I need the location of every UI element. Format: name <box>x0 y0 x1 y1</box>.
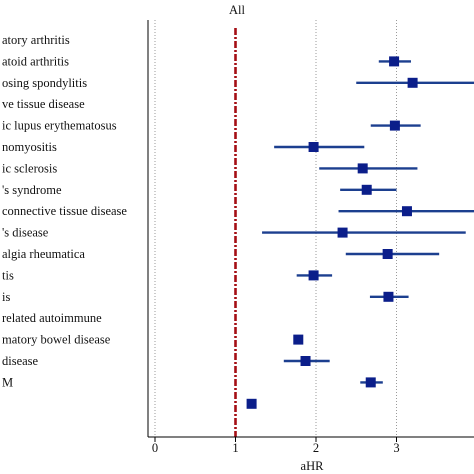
row-label-0: atory arthritis <box>2 33 70 47</box>
point-estimate-7 <box>361 184 372 195</box>
point-estimate-10 <box>382 249 393 259</box>
point-estimate-14 <box>293 334 304 345</box>
chart-title: All <box>229 3 246 17</box>
point-estimate-15 <box>300 356 311 366</box>
row-label-13: related autoimmune <box>2 311 102 325</box>
point-estimate-11 <box>308 270 319 281</box>
row-label-8: connective tissue disease <box>2 204 127 218</box>
row-label-5: nomyositis <box>2 140 57 154</box>
x-tick-label-2: 2 <box>313 441 319 455</box>
point-estimate-17 <box>246 398 257 409</box>
point-estimate-8 <box>401 206 412 217</box>
x-tick-label-0: 0 <box>152 441 158 455</box>
point-estimate-6 <box>357 163 368 174</box>
row-label-4: ic lupus erythematosus <box>2 119 117 133</box>
row-label-15: disease <box>2 354 39 368</box>
x-tick-label-1: 1 <box>232 441 238 455</box>
row-label-14: matory bowel disease <box>2 333 111 347</box>
grid-lines <box>154 20 397 437</box>
row-labels: atory arthritis atoid arthritis osing spon… <box>2 33 127 389</box>
point-estimate-5 <box>308 142 319 152</box>
row-label-3: ve tissue disease <box>2 97 85 111</box>
point-estimate-16 <box>365 377 376 388</box>
row-label-6: ic sclerosis <box>2 161 57 175</box>
point-estimate-12 <box>383 291 394 302</box>
row-label-7: 's syndrome <box>2 183 62 197</box>
row-label-12: is <box>2 290 10 304</box>
x-axis-ticks: 01234 <box>152 437 474 455</box>
estimates <box>246 56 474 409</box>
row-label-10: algia rheumatica <box>2 247 85 261</box>
point-estimate-9 <box>337 227 348 238</box>
row-label-11: tis <box>2 268 14 282</box>
x-axis-label: aHR <box>301 459 325 473</box>
x-tick-label-3: 3 <box>393 441 399 455</box>
point-estimate-2 <box>407 77 418 88</box>
row-label-1: atoid arthritis <box>2 54 69 68</box>
row-label-2: osing spondylitis <box>2 76 87 90</box>
point-estimate-4 <box>389 120 400 131</box>
row-label-16: M <box>2 375 13 389</box>
point-estimate-1 <box>389 56 400 67</box>
row-label-9: 's disease <box>2 226 49 240</box>
